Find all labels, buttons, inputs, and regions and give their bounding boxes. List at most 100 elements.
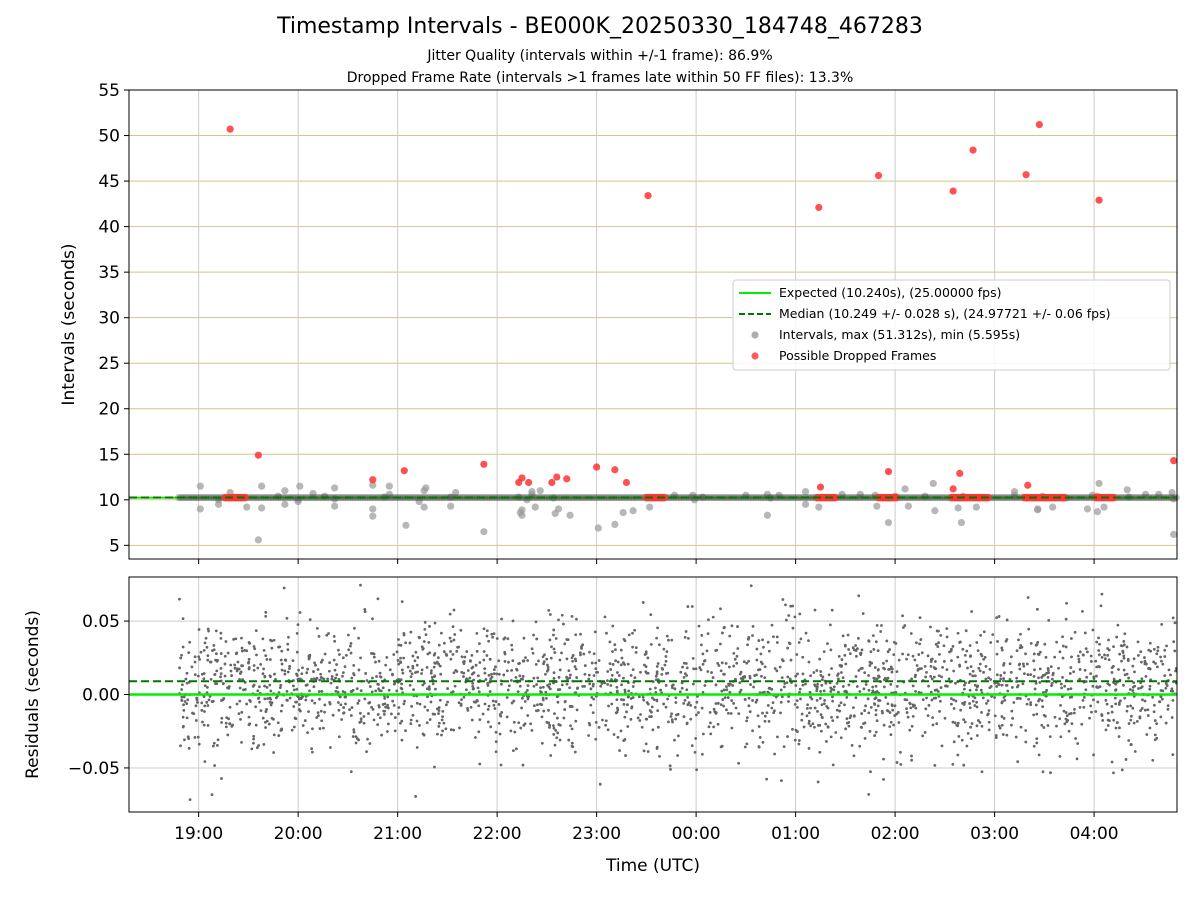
residual-point <box>755 647 759 651</box>
residual-point <box>828 623 832 627</box>
residual-point <box>413 659 417 663</box>
residual-point <box>264 654 268 658</box>
residual-point <box>971 699 975 703</box>
residual-point <box>656 709 660 713</box>
interval-point <box>505 494 514 502</box>
residual-point <box>952 740 956 744</box>
residual-point <box>938 710 941 713</box>
residual-point <box>1042 726 1046 729</box>
residual-point <box>623 688 627 692</box>
residual-point <box>408 641 412 645</box>
residual-point <box>520 696 524 700</box>
residual-point <box>871 634 875 638</box>
residual-point <box>353 626 356 630</box>
residual-point <box>341 674 344 678</box>
residual-point <box>741 677 745 681</box>
residual-point <box>1034 703 1038 707</box>
residual-point <box>279 658 283 662</box>
residual-point <box>935 629 939 633</box>
residual-point <box>930 657 934 661</box>
residual-point <box>683 635 687 639</box>
residual-point <box>1003 671 1006 675</box>
residual-point <box>982 658 986 661</box>
residual-point <box>606 679 609 682</box>
interval-point <box>815 503 823 511</box>
residual-point <box>689 717 693 721</box>
residual-point <box>235 667 239 671</box>
interval-point <box>566 511 574 519</box>
residual-point <box>822 702 826 706</box>
residual-point <box>368 742 372 745</box>
residual-point <box>487 673 491 677</box>
residual-point <box>442 721 446 725</box>
residual-point <box>743 745 747 749</box>
residual-point <box>678 690 682 694</box>
residual-point <box>471 684 475 688</box>
residual-point <box>874 684 878 688</box>
residual-point <box>589 687 593 691</box>
residual-point <box>730 699 734 702</box>
residual-point <box>961 701 964 705</box>
residual-point <box>1092 675 1096 679</box>
residual-point <box>980 654 984 658</box>
residual-point <box>494 700 498 703</box>
residual-point <box>963 653 967 657</box>
residual-point <box>993 714 997 718</box>
residual-point <box>1078 650 1082 654</box>
residual-point <box>1082 695 1086 699</box>
residual-point <box>567 669 571 673</box>
residual-point <box>423 628 427 631</box>
residual-point <box>884 696 888 699</box>
interval-point <box>386 494 394 502</box>
residual-point <box>290 728 294 732</box>
residual-point <box>363 610 367 614</box>
residual-point <box>780 779 783 783</box>
residual-point <box>491 635 495 639</box>
residual-point <box>620 656 624 660</box>
residual-point <box>831 695 834 699</box>
residual-point <box>852 714 856 718</box>
residual-point <box>1043 642 1047 646</box>
residual-point <box>1118 726 1121 730</box>
residual-point <box>748 676 752 680</box>
residual-point <box>854 675 858 678</box>
interval-point <box>913 494 922 502</box>
residual-point <box>494 665 497 669</box>
residual-point <box>477 690 481 694</box>
residual-point <box>611 624 615 628</box>
residual-point <box>1024 740 1028 744</box>
residual-point <box>831 763 835 767</box>
residual-point <box>1045 688 1049 692</box>
interval-point <box>806 494 815 502</box>
residual-point <box>1067 729 1071 733</box>
legend-entry: Median (10.249 +/- 0.028 s), (24.97721 +… <box>779 306 1110 321</box>
interval-point <box>195 494 203 502</box>
residual-point <box>349 644 352 648</box>
residual-point <box>714 702 718 705</box>
residual-point <box>587 734 591 737</box>
residual-point <box>410 704 414 708</box>
residual-point <box>1037 699 1040 703</box>
residual-point <box>227 686 231 690</box>
residual-point <box>339 703 343 707</box>
residual-point <box>391 673 394 677</box>
interval-point <box>841 494 849 502</box>
residual-point <box>993 696 996 699</box>
residual-point <box>1064 617 1068 621</box>
residual-point <box>766 690 770 694</box>
interval-point <box>415 498 423 506</box>
residual-point <box>537 659 540 663</box>
residual-point <box>690 605 694 608</box>
residual-point <box>556 700 560 704</box>
residual-point <box>1000 701 1004 705</box>
residual-point <box>614 659 618 663</box>
residual-point <box>661 667 665 671</box>
residual-point <box>486 681 490 685</box>
residual-point <box>1046 724 1050 727</box>
residual-point <box>211 744 215 748</box>
residual-point <box>305 671 309 675</box>
residual-point <box>995 673 999 677</box>
residual-point <box>699 643 703 647</box>
interval-point <box>339 494 347 502</box>
residual-point <box>763 665 767 669</box>
